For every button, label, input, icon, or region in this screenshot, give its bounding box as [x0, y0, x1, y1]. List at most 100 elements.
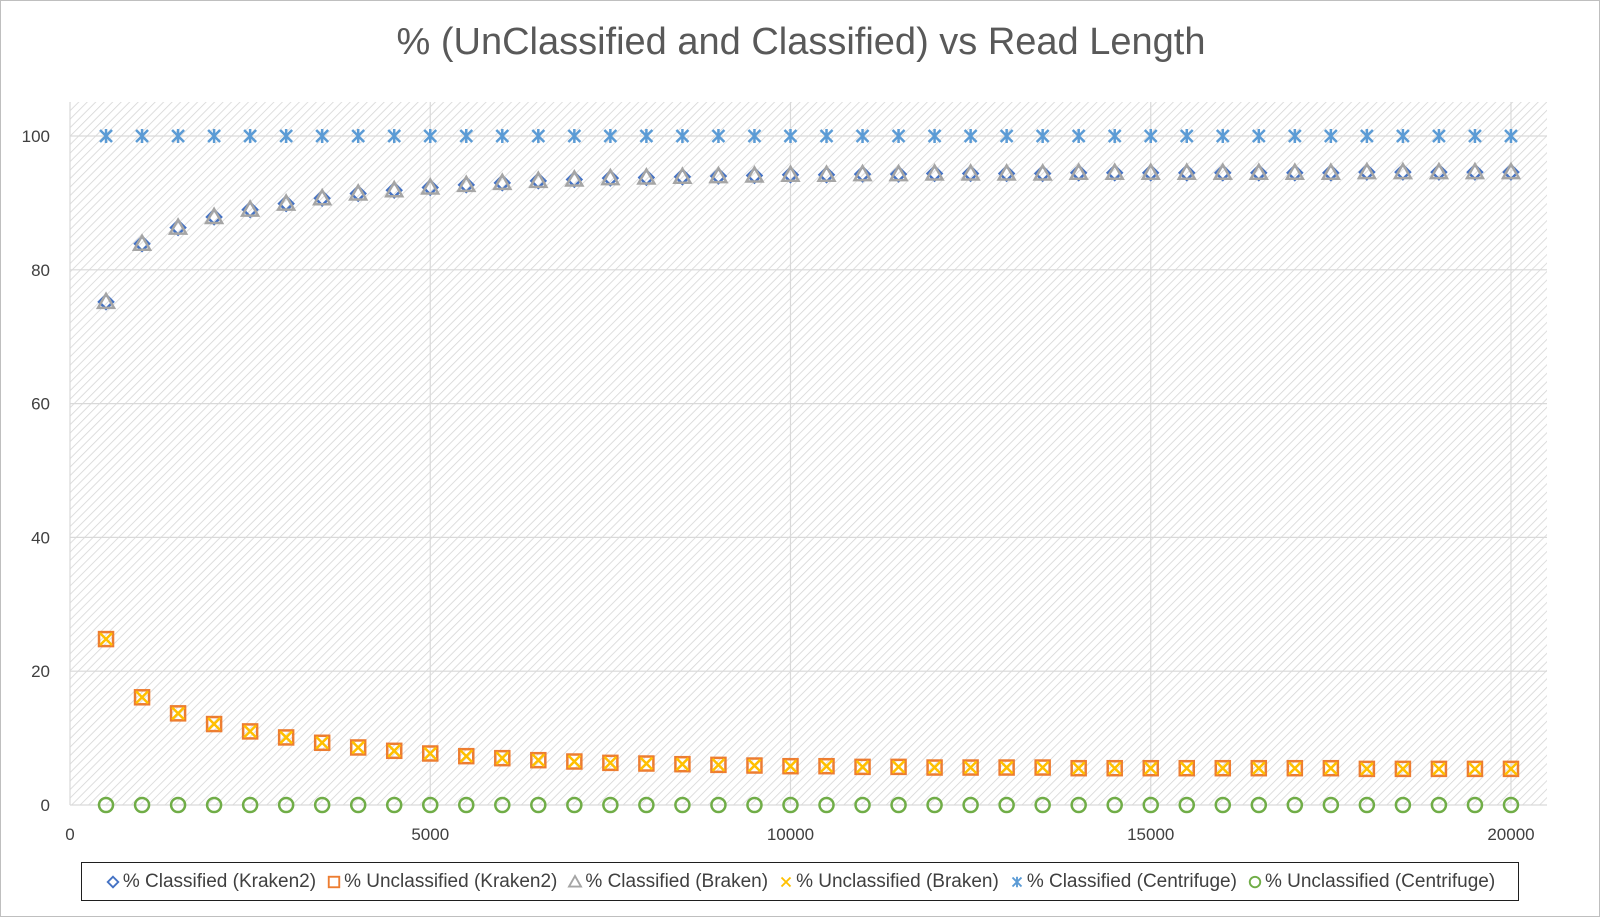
data-point-classified-braken — [456, 174, 477, 193]
data-point-unclassified-braken — [855, 759, 870, 774]
data-point-classified-centrifuge — [1396, 129, 1410, 143]
data-point-unclassified-kraken2 — [1070, 759, 1087, 777]
data-point-unclassified-centrifuge — [962, 796, 979, 814]
data-point-unclassified-centrifuge — [1034, 796, 1051, 814]
data-point-unclassified-kraken2 — [1214, 759, 1232, 777]
data-point-unclassified-centrifuge — [926, 796, 943, 814]
triangle-marker-icon — [567, 873, 584, 887]
data-point-classified-braken — [275, 193, 297, 211]
data-point-unclassified-kraken2 — [998, 759, 1015, 776]
data-point-unclassified-braken — [171, 706, 185, 721]
data-point-classified-braken — [852, 163, 873, 182]
x-tick-label: 0 — [65, 825, 74, 844]
data-point-unclassified-braken — [1359, 761, 1374, 776]
data-point-classified-braken — [1320, 162, 1342, 181]
data-point-classified-braken — [1068, 162, 1089, 181]
data-point-classified-centrifuge — [1179, 129, 1194, 143]
data-point-unclassified-centrifuge — [1466, 796, 1484, 814]
data-point-classified-braken — [528, 170, 549, 189]
data-point-unclassified-braken — [1504, 761, 1518, 776]
data-point-classified-centrifuge — [207, 129, 221, 143]
data-point-unclassified-centrifuge — [349, 796, 367, 814]
data-point-unclassified-braken — [1396, 761, 1410, 776]
data-point-classified-braken — [492, 172, 513, 191]
data-point-classified-braken — [1356, 161, 1378, 180]
series-unclassified-kraken2 — [97, 630, 1520, 778]
data-point-classified-centrifuge — [1504, 129, 1518, 143]
data-point-unclassified-braken — [567, 754, 582, 769]
data-point-unclassified-kraken2 — [277, 729, 295, 746]
data-point-unclassified-centrifuge — [494, 796, 511, 814]
data-point-classified-centrifuge — [1071, 129, 1086, 143]
series-classified-centrifuge — [99, 129, 1518, 143]
data-point-unclassified-braken — [243, 724, 258, 739]
data-point-unclassified-braken — [351, 740, 366, 755]
data-point-classified-centrifuge — [963, 129, 978, 143]
data-point-classified-centrifuge — [927, 129, 942, 143]
data-point-classified-centrifuge — [819, 129, 834, 143]
y-tick-label: 20 — [31, 662, 50, 681]
data-point-classified-braken — [1140, 162, 1161, 181]
data-point-classified-braken — [1428, 161, 1450, 180]
data-point-classified-braken — [1248, 162, 1269, 181]
data-point-unclassified-braken — [459, 749, 474, 764]
data-point-classified-centrifuge — [567, 129, 582, 143]
legend-label: % Unclassified (Centrifuge) — [1264, 870, 1496, 892]
data-point-unclassified-braken — [279, 730, 294, 745]
data-point-unclassified-braken — [1035, 760, 1050, 775]
data-point-unclassified-centrifuge — [1106, 796, 1123, 814]
data-point-classified-centrifuge — [1359, 129, 1374, 143]
data-point-classified-braken — [780, 164, 801, 183]
data-point-unclassified-kraken2 — [818, 757, 835, 775]
chart-title: % (UnClassified and Classified) vs Read … — [396, 21, 1206, 63]
data-point-unclassified-kraken2 — [1466, 760, 1484, 778]
data-point-classified-braken — [672, 166, 693, 185]
data-point-classified-centrifuge — [1323, 129, 1338, 143]
data-point-classified-centrifuge — [171, 129, 185, 143]
data-point-classified-braken — [1104, 162, 1125, 181]
data-point-unclassified-centrifuge — [746, 796, 763, 814]
data-point-classified-centrifuge — [711, 129, 726, 143]
data-point-unclassified-kraken2 — [1034, 759, 1051, 776]
data-point-classified-centrifuge — [243, 129, 258, 143]
data-point-unclassified-centrifuge — [1358, 796, 1376, 814]
data-point-unclassified-kraken2 — [241, 723, 259, 740]
data-point-classified-centrifuge — [783, 129, 798, 143]
data-point-unclassified-kraken2 — [421, 745, 439, 762]
data-point-unclassified-kraken2 — [1358, 760, 1376, 778]
data-point-classified-braken — [744, 164, 765, 183]
data-point-unclassified-centrifuge — [1322, 796, 1340, 814]
circle-marker-icon — [1248, 875, 1262, 888]
legend-label: % Classified (Braken) — [585, 870, 769, 892]
data-point-unclassified-kraken2 — [458, 747, 475, 765]
data-point-unclassified-kraken2 — [494, 749, 511, 767]
data-point-unclassified-centrifuge — [1394, 796, 1412, 814]
legend-item: % Unclassified (Kraken2) — [326, 871, 557, 893]
data-point-classified-centrifuge — [747, 129, 762, 143]
diamond-marker-icon — [106, 874, 120, 889]
data-point-classified-centrifuge — [639, 129, 654, 143]
data-point-unclassified-braken — [1071, 761, 1086, 776]
data-point-unclassified-braken — [1468, 761, 1482, 776]
data-point-unclassified-centrifuge — [1286, 796, 1304, 814]
data-point-classified-centrifuge — [1107, 129, 1122, 143]
data-point-unclassified-braken — [207, 717, 221, 731]
x-tick-label: 15000 — [1127, 825, 1174, 844]
chart-legend: % Classified (Kraken2) % Unclassified (Kr… — [81, 862, 1519, 901]
data-point-unclassified-braken — [1432, 761, 1446, 776]
data-point-classified-centrifuge — [387, 129, 402, 143]
data-point-unclassified-centrifuge — [782, 796, 799, 814]
x-tick-label: 10000 — [767, 825, 814, 844]
legend-item: % Classified (Centrifuge) — [1009, 871, 1237, 893]
data-point-unclassified-centrifuge — [1070, 796, 1087, 814]
data-point-unclassified-centrifuge — [638, 796, 655, 814]
data-point-unclassified-kraken2 — [890, 758, 907, 776]
data-point-unclassified-kraken2 — [133, 689, 151, 706]
data-point-unclassified-braken — [1323, 761, 1338, 776]
data-point-classified-centrifuge — [1468, 129, 1482, 143]
legend-label: % Unclassified (Braken) — [796, 870, 999, 892]
data-point-classified-braken — [924, 162, 945, 181]
series-unclassified-braken — [99, 632, 1518, 776]
data-point-unclassified-kraken2 — [710, 756, 727, 774]
